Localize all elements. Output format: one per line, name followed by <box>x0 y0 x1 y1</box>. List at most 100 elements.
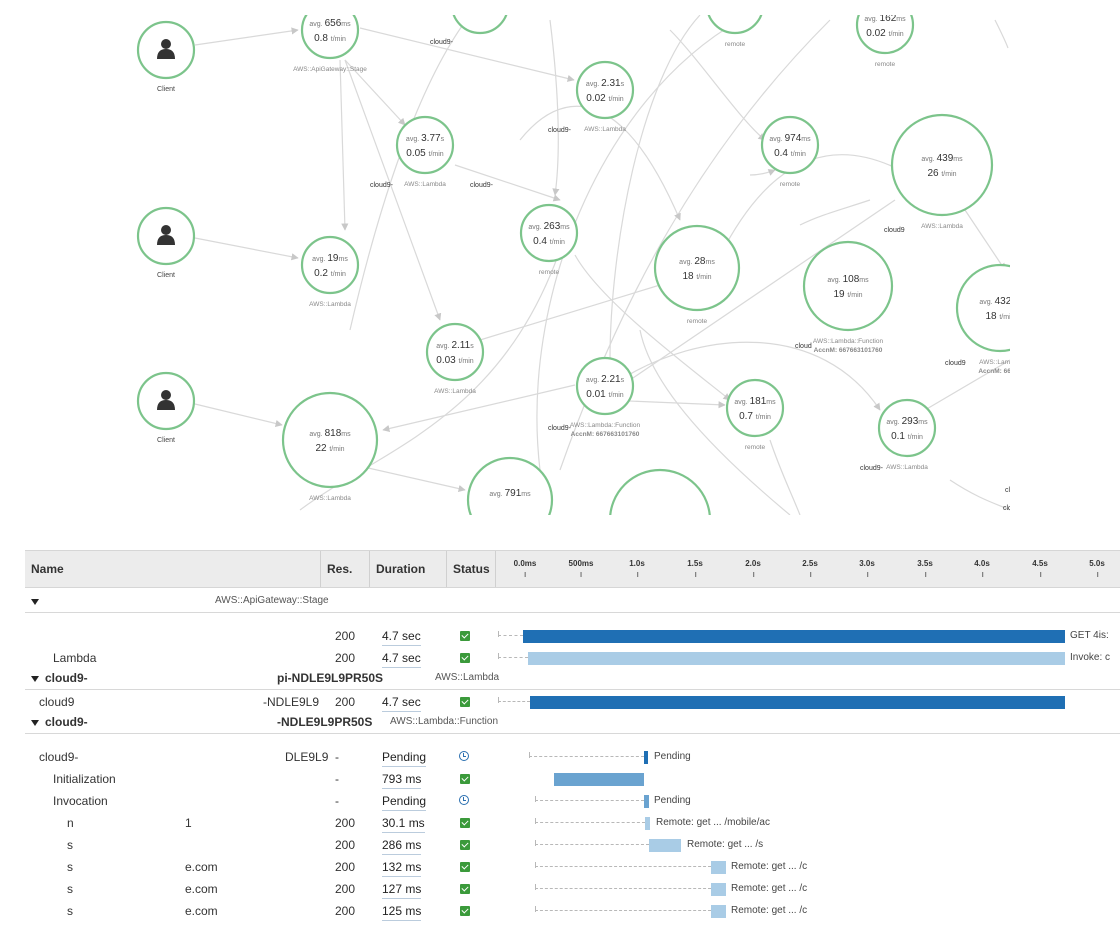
node-ring[interactable] <box>300 235 360 295</box>
node-ring[interactable] <box>452 0 508 35</box>
trace-row[interactable]: s e.com 200 127 ms Remote: get ... /c <box>25 878 1120 900</box>
node-ring[interactable] <box>395 115 455 175</box>
segment-name[interactable]: cloud9 <box>39 695 75 709</box>
duration-link[interactable]: 4.7 sec <box>382 627 421 646</box>
node-ring[interactable] <box>466 456 554 520</box>
segment-name[interactable]: Initialization <box>53 772 116 786</box>
trace-row[interactable]: cloud9 -NDLE9L9 200 4.7 sec <box>25 691 1120 713</box>
service-node[interactable]: avg. 974ms 0.4 t/min remote <box>760 115 820 188</box>
group-row[interactable]: cloud9- pi-NDLE9L9PR50S AWS::Lambda <box>25 667 1120 690</box>
trace-row[interactable]: Invocation - Pending Pending <box>25 790 1120 812</box>
collapse-triangle-icon[interactable] <box>31 675 39 682</box>
client-node[interactable]: Client <box>136 20 196 93</box>
trace-row[interactable]: Initialization - 793 ms <box>25 768 1120 790</box>
group-title[interactable] <box>31 590 45 612</box>
node-ring[interactable] <box>300 2 360 60</box>
service-node[interactable]: avg. 181ms 0.7 t/min remote <box>725 378 785 451</box>
node-ring[interactable] <box>281 391 379 489</box>
timeline-bar[interactable] <box>711 883 726 896</box>
trace-row[interactable]: Lambda 200 4.7 sec Invoke: c <box>25 647 1120 669</box>
service-node[interactable] <box>452 0 508 35</box>
col-duration-header[interactable]: Duration <box>369 551 446 587</box>
service-node[interactable] <box>609 468 711 520</box>
timeline-bar[interactable] <box>530 696 1065 709</box>
trace-row[interactable]: s 200 286 ms Remote: get ... /s <box>25 834 1120 856</box>
segment-name[interactable]: s <box>67 838 73 852</box>
node-ring[interactable] <box>877 398 937 458</box>
timeline-bar[interactable] <box>644 795 649 808</box>
duration-link[interactable]: 125 ms <box>382 902 422 921</box>
duration-link[interactable]: 127 ms <box>382 880 422 899</box>
group-row[interactable]: AWS::ApiGateway::Stage <box>25 590 1120 613</box>
trace-row[interactable]: n 1 200 30.1 ms Remote: get ... /mobile/ac <box>25 812 1120 834</box>
trace-row[interactable]: 200 4.7 sec GET 4is: <box>25 625 1120 647</box>
node-ring[interactable] <box>725 378 785 438</box>
service-node[interactable]: avg. 28ms 18 t/min remote <box>653 224 741 325</box>
segment-name[interactable]: Lambda <box>53 651 97 665</box>
service-node[interactable]: avg. 791ms <box>466 456 554 520</box>
timeline-bar[interactable] <box>711 861 726 874</box>
segment-name[interactable]: Invocation <box>53 794 108 808</box>
service-node[interactable]: avg. 162ms 0.02 t/min remote <box>855 0 915 68</box>
trace-row[interactable]: s e.com 200 132 ms Remote: get ... /c <box>25 856 1120 878</box>
duration-link[interactable]: 30.1 ms <box>382 814 425 833</box>
timeline-bar[interactable] <box>649 839 681 852</box>
timeline-bar[interactable] <box>645 817 650 830</box>
timeline-bar[interactable] <box>554 773 644 786</box>
service-map[interactable]: Client Client Client avg. 656ms 0.8 t/min AWS… <box>0 0 1120 520</box>
timeline-bar[interactable] <box>528 652 1065 665</box>
col-status-header[interactable]: Status <box>446 551 497 587</box>
node-ring[interactable] <box>707 0 763 35</box>
collapse-triangle-icon[interactable] <box>31 719 39 726</box>
timeline-bar[interactable] <box>711 905 726 918</box>
node-ring[interactable] <box>575 356 635 416</box>
node-ring[interactable] <box>519 203 579 263</box>
segment-name[interactable]: s <box>67 860 73 874</box>
node-ring[interactable] <box>425 322 485 382</box>
segment-name[interactable]: n <box>67 816 74 830</box>
col-res-header[interactable]: Res. <box>320 551 369 587</box>
collapse-triangle-icon[interactable] <box>31 598 39 605</box>
group-title[interactable]: cloud9- <box>31 667 88 689</box>
service-node[interactable]: avg. 263ms 0.4 t/min remote <box>519 203 579 276</box>
client-node[interactable]: Client <box>136 371 196 444</box>
node-ring[interactable] <box>802 240 894 332</box>
timeline-bar[interactable] <box>523 630 1065 643</box>
node-ring[interactable] <box>890 113 994 217</box>
node-ring[interactable] <box>955 263 1043 353</box>
node-ring[interactable] <box>609 468 711 520</box>
node-ring[interactable] <box>760 115 820 175</box>
duration-link[interactable]: 4.7 sec <box>382 693 421 712</box>
col-name-header[interactable]: Name <box>31 562 64 576</box>
node-ring[interactable] <box>575 60 635 120</box>
node-ring[interactable] <box>653 224 741 312</box>
group-row[interactable]: cloud9- -NDLE9L9PR50S AWS::Lambda::Functio… <box>25 711 1120 734</box>
duration-link[interactable]: 4.7 sec <box>382 649 421 668</box>
trace-row[interactable]: s e.com 200 125 ms Remote: get ... /c <box>25 900 1120 922</box>
duration-link[interactable]: 286 ms <box>382 836 422 855</box>
duration-link[interactable]: 132 ms <box>382 858 422 877</box>
segment-name[interactable]: s <box>67 882 73 896</box>
segment-name[interactable]: cloud9- <box>39 750 79 764</box>
trace-row[interactable]: cloud9- DLE9L9- Pending Pending <box>25 746 1120 768</box>
service-node[interactable]: remote <box>707 0 763 48</box>
duration-link[interactable]: 793 ms <box>382 770 422 789</box>
duration-link[interactable]: Pending <box>382 748 427 767</box>
client-node[interactable]: Client <box>136 206 196 279</box>
duration-link[interactable]: Pending <box>382 792 427 811</box>
segment-name[interactable]: s <box>67 904 73 918</box>
group-title[interactable]: cloud9- <box>31 711 88 733</box>
